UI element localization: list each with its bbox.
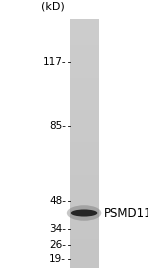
Ellipse shape [71, 209, 97, 216]
Text: 34-: 34- [49, 224, 66, 234]
Text: 19-: 19- [49, 254, 66, 265]
Text: (kD): (kD) [41, 1, 65, 11]
Ellipse shape [67, 205, 101, 221]
Text: 26-: 26- [49, 240, 66, 250]
Text: 117-: 117- [42, 57, 66, 67]
Text: 48-: 48- [49, 196, 66, 206]
Text: 85-: 85- [49, 121, 66, 131]
Text: PSMD11: PSMD11 [104, 206, 148, 219]
